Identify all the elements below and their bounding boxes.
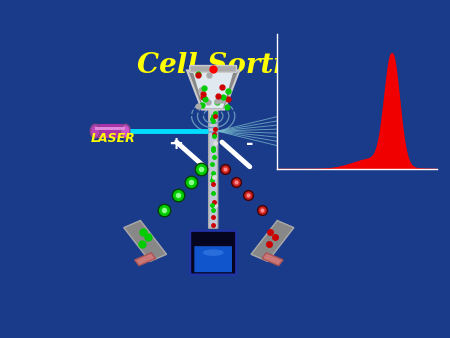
Polygon shape [95,124,125,138]
Ellipse shape [90,124,100,138]
Polygon shape [187,71,239,110]
FancyBboxPatch shape [194,246,232,272]
Ellipse shape [202,249,224,256]
Polygon shape [251,220,294,262]
Text: -: - [246,135,254,152]
FancyBboxPatch shape [209,109,218,228]
Text: Cell Sorting: Cell Sorting [137,52,324,79]
Polygon shape [262,253,283,266]
Polygon shape [135,253,156,266]
FancyBboxPatch shape [190,66,237,72]
Text: LASER: LASER [91,132,136,145]
Polygon shape [124,220,166,262]
Polygon shape [95,127,125,130]
FancyBboxPatch shape [190,231,236,274]
Polygon shape [193,72,234,108]
Text: +: + [168,135,183,152]
Ellipse shape [121,124,130,138]
